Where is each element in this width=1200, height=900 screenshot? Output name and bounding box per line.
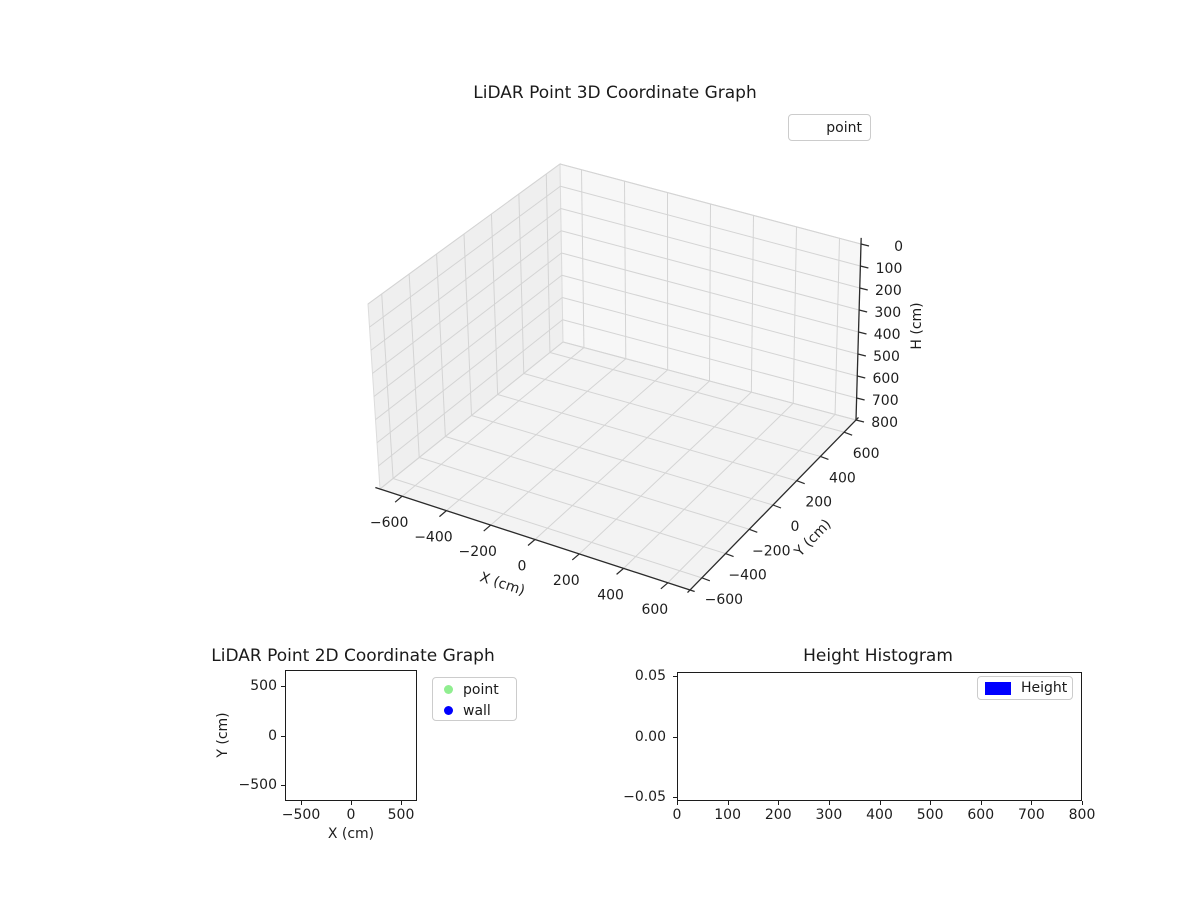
svg-text:500: 500 — [873, 349, 900, 365]
svg-text:400: 400 — [829, 470, 856, 486]
tick-label: 0 — [672, 807, 682, 823]
x-axis-ticks-3d: −600 −400 −200 0 200 400 600 — [370, 495, 669, 618]
svg-text:0: 0 — [518, 559, 527, 575]
svg-text:−400: −400 — [728, 568, 766, 584]
chart-2d-ylabel: Y (cm) — [215, 712, 231, 758]
svg-text:800: 800 — [871, 415, 898, 431]
point-marker — [433, 685, 463, 694]
height-patch-icon — [985, 681, 1011, 695]
wall-dot-icon — [443, 706, 453, 715]
tick-mark — [673, 797, 677, 799]
tick-mark — [351, 801, 352, 805]
z-axis-ticks-3d: 0 100 200 300 400 500 600 700 800 — [855, 239, 903, 431]
tick-label: 0 — [346, 807, 356, 823]
tick-mark — [778, 801, 780, 805]
tick-mark — [673, 675, 677, 677]
chart-2d-plot-area — [285, 670, 417, 801]
tick-mark — [980, 801, 982, 805]
svg-text:400: 400 — [597, 587, 624, 603]
chart-2d-title: LiDAR Point 2D Coordinate Graph — [211, 646, 495, 666]
svg-text:−600: −600 — [370, 515, 408, 531]
svg-text:600: 600 — [853, 446, 880, 462]
svg-text:300: 300 — [874, 305, 901, 321]
svg-text:0: 0 — [791, 519, 800, 535]
svg-text:0: 0 — [894, 239, 903, 255]
svg-text:700: 700 — [872, 393, 899, 409]
svg-text:−200: −200 — [458, 544, 496, 560]
tick-label: −500 — [281, 807, 321, 823]
svg-text:200: 200 — [875, 283, 902, 299]
tick-label: 300 — [815, 807, 843, 823]
tick-label: 800 — [1068, 807, 1096, 823]
panes-3d — [367, 163, 862, 591]
tick-label: 0 — [268, 727, 277, 744]
tick-label: 400 — [866, 807, 893, 823]
chart-3d-title: LiDAR Point 3D Coordinate Graph — [473, 83, 757, 103]
svg-text:−600: −600 — [705, 592, 743, 608]
legend-label-point: point — [463, 681, 499, 698]
svg-text:H (cm): H (cm) — [909, 302, 925, 349]
tick-label: 600 — [967, 807, 995, 823]
legend-item-height: Height — [978, 677, 1072, 699]
legend-item-point: point — [433, 679, 516, 700]
tick-mark — [401, 801, 402, 805]
tick-mark — [828, 801, 830, 805]
chart-2d-xlabel: X (cm) — [327, 826, 375, 842]
tick-mark — [677, 801, 678, 805]
svg-text:600: 600 — [873, 371, 900, 387]
svg-text:400: 400 — [874, 327, 901, 343]
tick-label: 700 — [1018, 807, 1045, 823]
tick-mark — [727, 801, 729, 805]
grid-3d — [367, 163, 862, 584]
svg-text:−200: −200 — [752, 543, 790, 559]
tick-label: 500 — [916, 807, 944, 823]
legend-label-wall: wall — [463, 702, 491, 719]
tick-mark — [1031, 801, 1033, 805]
tick-label: 0.05 — [634, 667, 666, 684]
tick-mark — [1082, 801, 1083, 805]
wall-marker — [433, 706, 463, 715]
svg-text:200: 200 — [805, 495, 832, 511]
legend-label-height: Height — [1021, 680, 1068, 696]
svg-text:100: 100 — [876, 261, 903, 277]
tick-mark — [673, 736, 677, 738]
svg-text:−400: −400 — [414, 530, 452, 546]
tick-mark — [281, 785, 285, 787]
tick-label: 200 — [764, 807, 792, 823]
histogram-title: Height Histogram — [803, 646, 953, 666]
tick-label: 500 — [387, 807, 415, 823]
histogram-legend: Height — [977, 676, 1073, 700]
chart-2d-legend: point wall — [432, 677, 517, 721]
legend-label-point-3d: point — [826, 119, 862, 136]
point-dot-icon — [443, 685, 453, 694]
svg-text:200: 200 — [553, 573, 580, 589]
tick-label: −0.05 — [623, 789, 666, 806]
tick-mark — [930, 801, 932, 805]
tick-mark — [281, 735, 285, 737]
tick-mark — [281, 685, 285, 687]
tick-label: 100 — [714, 807, 741, 823]
tick-label: 0.00 — [634, 728, 666, 745]
legend-item-wall: wall — [433, 700, 516, 721]
tick-label: 500 — [250, 677, 277, 694]
chart-3d-legend: point — [788, 114, 871, 141]
tick-mark — [301, 801, 302, 805]
svg-text:600: 600 — [641, 602, 668, 618]
tick-label: −500 — [238, 777, 277, 794]
tick-mark — [879, 801, 881, 805]
